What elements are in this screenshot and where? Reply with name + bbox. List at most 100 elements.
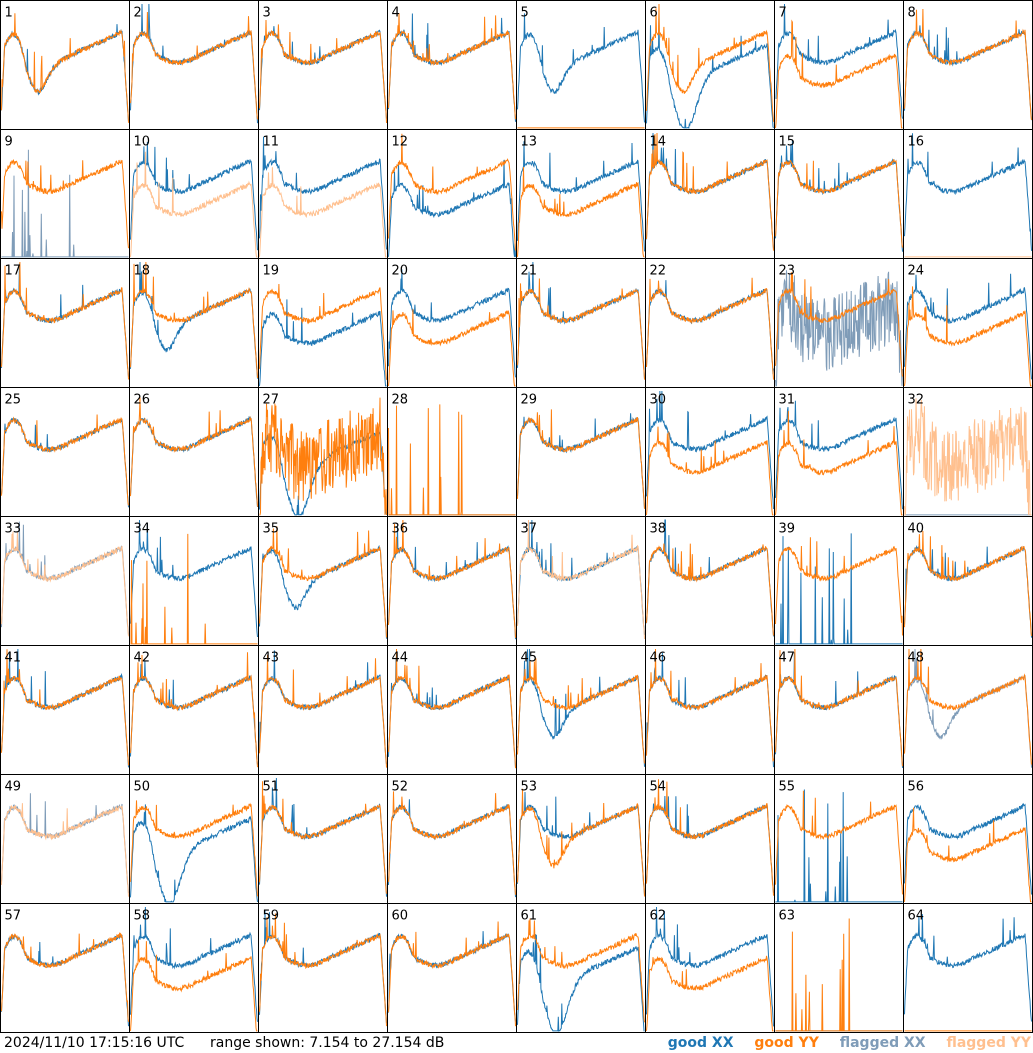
panel-31: 31 <box>774 387 904 517</box>
panel-label: 63 <box>779 909 796 924</box>
series-xx-line <box>646 14 774 130</box>
panel-frame <box>774 645 904 775</box>
series-xx-line <box>130 804 258 903</box>
panel-label: 31 <box>779 393 796 408</box>
series-yy-line <box>775 159 903 248</box>
series-yy-line <box>130 533 258 645</box>
series-yy-line <box>517 788 645 897</box>
series-yy-line <box>517 658 645 764</box>
panel-32: 32 <box>903 387 1033 517</box>
panel-36: 36 <box>387 516 517 646</box>
series-yy-line <box>904 807 1032 903</box>
series-xx-line <box>904 914 1032 1022</box>
panel-frame <box>903 903 1033 1033</box>
panel-label: 50 <box>134 780 151 795</box>
panel-label: 17 <box>5 264 22 279</box>
panel-label: 6 <box>650 6 658 21</box>
series-yy-line <box>130 11 258 120</box>
panel-label: 13 <box>521 135 538 150</box>
series-yy-line <box>130 151 258 258</box>
panel-16: 16 <box>903 129 1033 259</box>
series-yy-line <box>1 261 129 380</box>
panel-15: 15 <box>774 129 904 259</box>
series-xx-line <box>646 390 774 510</box>
panel-frame <box>387 387 517 517</box>
panel-11: 11 <box>258 129 388 259</box>
series-yy-line <box>259 283 387 380</box>
panel-51: 51 <box>258 774 388 904</box>
series-yy-line <box>388 404 516 516</box>
panel-42: 42 <box>129 645 259 775</box>
series-yy-line <box>517 409 645 509</box>
series-yy-line <box>1 649 129 766</box>
panel-label: 47 <box>779 651 796 666</box>
series-yy-line <box>1 414 129 506</box>
panel-frame <box>387 903 517 1033</box>
panel-frame <box>258 903 388 1033</box>
panel-24: 24 <box>903 258 1033 388</box>
panel-44: 44 <box>387 645 517 775</box>
panel-9: 9 <box>0 129 130 259</box>
panel-label: 18 <box>134 264 151 279</box>
panel-frame <box>516 774 646 904</box>
panel-label: 51 <box>263 780 280 795</box>
series-yy-line <box>775 19 903 129</box>
panel-frame <box>258 645 388 775</box>
series-yy-line <box>775 790 903 895</box>
series-xx-line <box>904 133 1032 251</box>
series-yy-line <box>775 918 903 1032</box>
panel-label: 54 <box>650 780 667 795</box>
series-yy-line <box>646 277 774 380</box>
panel-label: 40 <box>908 522 925 537</box>
series-yy-line <box>1 158 129 249</box>
panel-10: 10 <box>129 129 259 259</box>
panel-frame <box>258 774 388 904</box>
panel-frame <box>258 516 388 646</box>
panel-label: 7 <box>779 6 787 21</box>
panel-frame <box>516 903 646 1033</box>
series-yy-line <box>517 278 645 380</box>
panel-19: 19 <box>258 258 388 388</box>
series-yy-line <box>388 921 516 1027</box>
panel-39: 39 <box>774 516 904 646</box>
panel-26: 26 <box>129 387 259 517</box>
series-xx-line <box>775 400 903 510</box>
panel-22: 22 <box>645 258 775 388</box>
panel-frame <box>774 129 904 259</box>
panel-label: 46 <box>650 651 667 666</box>
panel-frame <box>516 258 646 388</box>
panel-2: 2 <box>129 0 259 130</box>
series-yy-line <box>130 397 258 507</box>
panel-label: 26 <box>134 393 151 408</box>
panel-frame <box>774 258 904 388</box>
panel-label: 34 <box>134 522 151 537</box>
panel-frame <box>0 387 130 517</box>
panel-57: 57 <box>0 903 130 1033</box>
panel-64: 64 <box>903 903 1033 1033</box>
panel-label: 44 <box>392 651 409 666</box>
panel-label: 58 <box>134 909 151 924</box>
panel-label: 19 <box>263 264 280 279</box>
series-yy-line <box>130 261 258 379</box>
series-xx-line <box>904 544 1032 638</box>
panel-frame <box>0 774 130 904</box>
series-yy-line <box>517 918 645 1023</box>
series-yy-line <box>130 939 258 1032</box>
panel-38: 38 <box>645 516 775 646</box>
series-yy-line <box>775 272 903 377</box>
panel-frame <box>645 258 775 388</box>
series-yy-line <box>259 654 387 768</box>
panel-label: 22 <box>650 264 667 279</box>
panel-3: 3 <box>258 0 388 130</box>
panel-label: 16 <box>908 135 925 150</box>
panel-frame <box>645 0 775 130</box>
series-xx-line <box>775 3 903 119</box>
series-yy-line <box>646 543 774 636</box>
panel-frame <box>0 903 130 1033</box>
series-yy-line <box>904 8 1032 120</box>
panel-frame <box>129 774 259 904</box>
panel-label: 53 <box>521 780 538 795</box>
panel-6: 6 <box>645 0 775 130</box>
panel-label: 45 <box>521 651 538 666</box>
series-yy-line <box>1 803 129 897</box>
